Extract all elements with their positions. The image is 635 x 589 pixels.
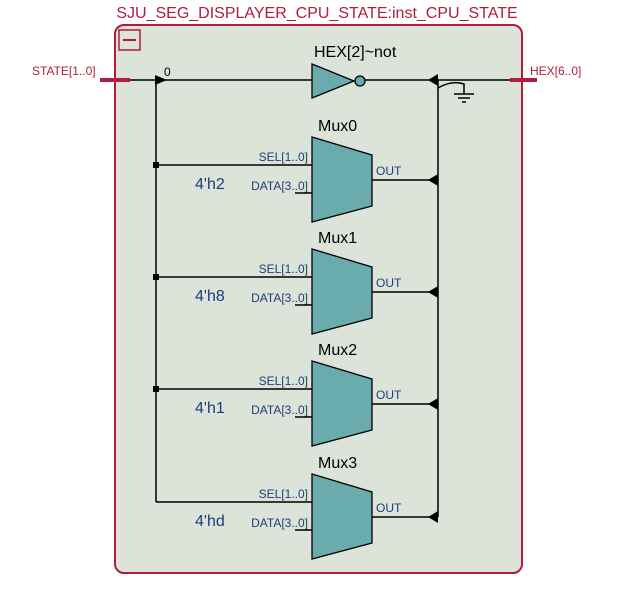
output-port-label: HEX[6..0]	[530, 64, 581, 78]
output-arrows	[428, 74, 438, 523]
mux-2-data-label: DATA[3..0]	[251, 403, 308, 417]
bus-index-label: 0	[164, 65, 171, 79]
mux-1-constant: 4'h8	[195, 288, 225, 305]
mux-2-constant: 4'h1	[195, 400, 225, 417]
mux-3-name: Mux3	[318, 455, 357, 472]
module-title: SJU_SEG_DISPLAYER_CPU_STATE:inst_CPU_STA…	[116, 5, 517, 22]
mux-0-name: Mux0	[318, 118, 357, 135]
mux-1-name: Mux1	[318, 230, 357, 247]
mux-3[interactable]: Mux3 SEL[1..0] DATA[3..0] OUT 4'hd	[195, 455, 402, 560]
mux-1-out-label: OUT	[376, 276, 402, 290]
mux-3-data-label: DATA[3..0]	[251, 516, 308, 530]
output-bus	[365, 79, 510, 518]
mux-2[interactable]: Mux2 SEL[1..0] DATA[3..0] OUT 4'h1	[195, 342, 402, 447]
inverter-name: HEX[2]~not	[314, 44, 397, 61]
mux-2-out-label: OUT	[376, 388, 402, 402]
mux-1-data-label: DATA[3..0]	[251, 291, 308, 305]
input-bus	[130, 79, 312, 503]
inverter-bubble-icon	[354, 75, 366, 87]
mux-3-constant: 4'hd	[195, 513, 225, 530]
minus-box-icon[interactable]	[118, 29, 141, 51]
junction-dots	[153, 162, 159, 392]
mux-2-name: Mux2	[318, 342, 357, 359]
mux-1[interactable]: Mux1 SEL[1..0] DATA[3..0] OUT 4'h8	[195, 230, 402, 335]
mux-0-out-label: OUT	[376, 164, 402, 178]
mux-2-sel-label: SEL[1..0]	[259, 374, 308, 388]
mux-0-sel-label: SEL[1..0]	[259, 150, 308, 164]
mux-0-data-label: DATA[3..0]	[251, 179, 308, 193]
input-port-label: STATE[1..0]	[32, 64, 96, 78]
mux-3-sel-label: SEL[1..0]	[259, 487, 308, 501]
ground-icon	[437, 81, 474, 103]
inverter-gate[interactable]	[311, 63, 356, 99]
input-arrow-icon	[155, 75, 167, 85]
mux-3-out-label: OUT	[376, 501, 402, 515]
mux-0[interactable]: Mux0 SEL[1..0] DATA[3..0] OUT 4'h2	[195, 118, 402, 223]
mux-0-constant: 4'h2	[195, 176, 225, 193]
mux-1-sel-label: SEL[1..0]	[259, 262, 308, 276]
